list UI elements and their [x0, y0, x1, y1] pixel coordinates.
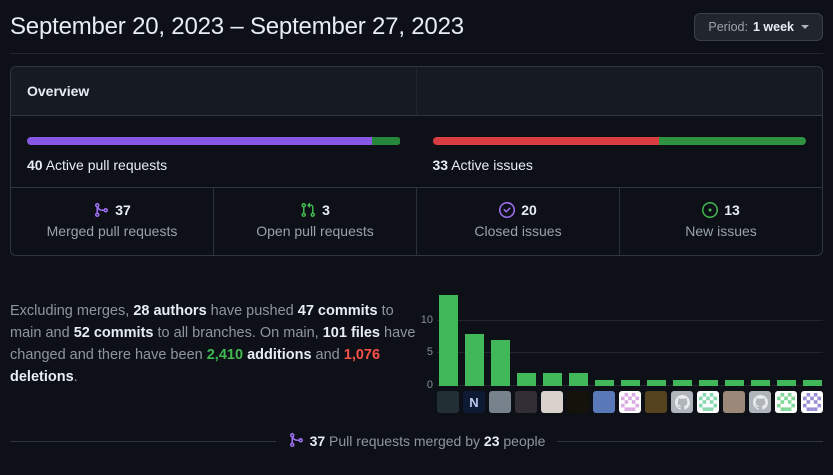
- active-issues-label: 33 Active issues: [432, 157, 533, 173]
- summary-segment: to all branches. On main,: [153, 325, 323, 341]
- chart-plot-area: 0 5 10: [421, 291, 823, 391]
- summary-segment: and: [311, 347, 344, 363]
- author-avatar-14[interactable]: [775, 391, 797, 413]
- gridline-y5: 5: [427, 346, 823, 358]
- stat-merged-pull-requests[interactable]: 37 Merged pull requests: [11, 188, 213, 255]
- git-merge-icon: [93, 202, 109, 218]
- author-avatars-row: N: [437, 391, 823, 413]
- summary-segment: deletions: [10, 369, 74, 385]
- stat-label: Open pull requests: [256, 223, 374, 239]
- footer-summary: 37 Pull requests merged by 23 people: [275, 430, 558, 452]
- merged-pr-footer: 37 Pull requests merged by 23 people: [10, 430, 823, 452]
- author-avatar-1[interactable]: [437, 391, 459, 413]
- issue-opened-icon: [702, 202, 719, 218]
- overview-progress-section: 40 Active pull requests 33 Active issues: [11, 116, 822, 187]
- overview-card: Overview 40 Active pull requests 33 Acti…: [10, 66, 823, 256]
- summary-segment: have changed and there have been: [10, 325, 416, 363]
- commit-bar-3: [491, 340, 510, 386]
- period-value: 1 week: [752, 20, 794, 34]
- commit-bar-9: [647, 379, 666, 386]
- active-issues-cell: 33 Active issues: [417, 116, 823, 187]
- author-avatar-8[interactable]: [619, 391, 641, 413]
- git-merge-icon: [288, 432, 304, 451]
- page-header: September 20, 2023 – September 27, 2023 …: [10, 0, 823, 54]
- footer-summary-text: 37 Pull requests merged by 23 people: [309, 433, 546, 449]
- summary-segment: additions: [247, 347, 312, 363]
- stat-value: 37: [11, 202, 213, 218]
- commit-bar-7: [595, 379, 614, 386]
- author-avatar-7[interactable]: [593, 391, 615, 413]
- stat-label: Closed issues: [474, 223, 562, 239]
- commit-bar-12: [725, 379, 744, 386]
- summary-segment: Excluding merges,: [10, 303, 134, 319]
- issues-progress-bar: [432, 137, 807, 145]
- summary-segment: 52 commits: [73, 325, 154, 341]
- pulse-page: September 20, 2023 – September 27, 2023 …: [10, 0, 823, 452]
- summary-segment: 28 authors: [133, 303, 207, 319]
- summary-segment: .: [73, 369, 78, 385]
- bars-container: [439, 291, 823, 386]
- commit-activity-summary: Excluding merges, 28 authors have pushed…: [10, 291, 416, 413]
- author-avatar-2[interactable]: N: [463, 391, 485, 413]
- chevron-down-icon: [801, 25, 809, 29]
- commit-bar-11: [699, 379, 718, 386]
- new-issues-segment: [658, 137, 806, 145]
- activity-section: Excluding merges, 28 authors have pushed…: [10, 291, 823, 413]
- summary-segment: 1,076: [343, 347, 381, 363]
- commit-bar-5: [543, 373, 562, 386]
- pull-requests-progress-bar: [27, 137, 401, 145]
- commit-bar-10: [673, 379, 692, 386]
- commit-bar-15: [803, 379, 822, 386]
- period-label: Period:: [708, 20, 748, 34]
- summary-segment: have pushed: [206, 303, 298, 319]
- author-avatar-4[interactable]: [515, 391, 537, 413]
- author-avatar-3[interactable]: [489, 391, 511, 413]
- author-avatar-11[interactable]: [697, 391, 719, 413]
- commit-bar-1: [439, 294, 458, 386]
- author-avatar-13[interactable]: [749, 391, 771, 413]
- author-avatar-12[interactable]: [723, 391, 745, 413]
- stat-open-pull-requests[interactable]: 3 Open pull requests: [213, 188, 416, 255]
- commit-bar-2: [465, 333, 484, 386]
- commit-bar-6: [569, 373, 588, 386]
- overview-card-header: Overview: [11, 67, 822, 116]
- git-pull-request-icon: [300, 202, 316, 218]
- issue-closed-icon: [499, 202, 516, 218]
- author-avatar-9[interactable]: [645, 391, 667, 413]
- commit-bar-8: [621, 379, 640, 386]
- overview-stats-row: 37 Merged pull requests 3 Open pull request…: [11, 187, 822, 255]
- author-avatar-15[interactable]: [801, 391, 823, 413]
- author-avatar-10[interactable]: [671, 391, 693, 413]
- commits-bar-chart: 0 5 10 N: [417, 291, 823, 413]
- summary-segment: 101 files: [322, 325, 380, 341]
- gridline-y10: 10: [421, 314, 823, 326]
- y-tick-label: 0: [426, 379, 433, 391]
- summary-segment: 2,410: [206, 347, 244, 363]
- active-pull-requests-label: 40 Active pull requests: [27, 157, 168, 173]
- summary-segment: to main and: [10, 303, 394, 341]
- y-tick-label: 5: [426, 346, 433, 359]
- page-title: September 20, 2023 – September 27, 2023: [10, 13, 464, 40]
- overview-title: Overview: [27, 83, 90, 99]
- stat-value: 13: [620, 202, 822, 218]
- commit-bar-14: [777, 379, 796, 386]
- open-pr-segment: [372, 137, 401, 145]
- summary-segment: 47 commits: [297, 303, 378, 319]
- active-pull-requests-cell: 40 Active pull requests: [11, 116, 417, 187]
- stat-label: Merged pull requests: [46, 223, 178, 239]
- stat-closed-issues[interactable]: 20 Closed issues: [416, 188, 619, 255]
- period-dropdown-button[interactable]: Period: 1 week: [694, 13, 823, 41]
- overview-header-spacer: [416, 67, 822, 115]
- stat-new-issues[interactable]: 13 New issues: [619, 188, 822, 255]
- author-avatar-6[interactable]: [567, 391, 589, 413]
- stat-value: 3: [214, 202, 416, 218]
- y-tick-label: 10: [420, 313, 433, 326]
- commit-bar-13: [751, 379, 770, 386]
- commit-bar-4: [517, 373, 536, 386]
- stat-value: 20: [417, 202, 619, 218]
- merged-pr-segment: [27, 137, 373, 145]
- stat-label: New issues: [685, 223, 757, 239]
- author-avatar-5[interactable]: [541, 391, 563, 413]
- closed-issues-segment: [432, 137, 659, 145]
